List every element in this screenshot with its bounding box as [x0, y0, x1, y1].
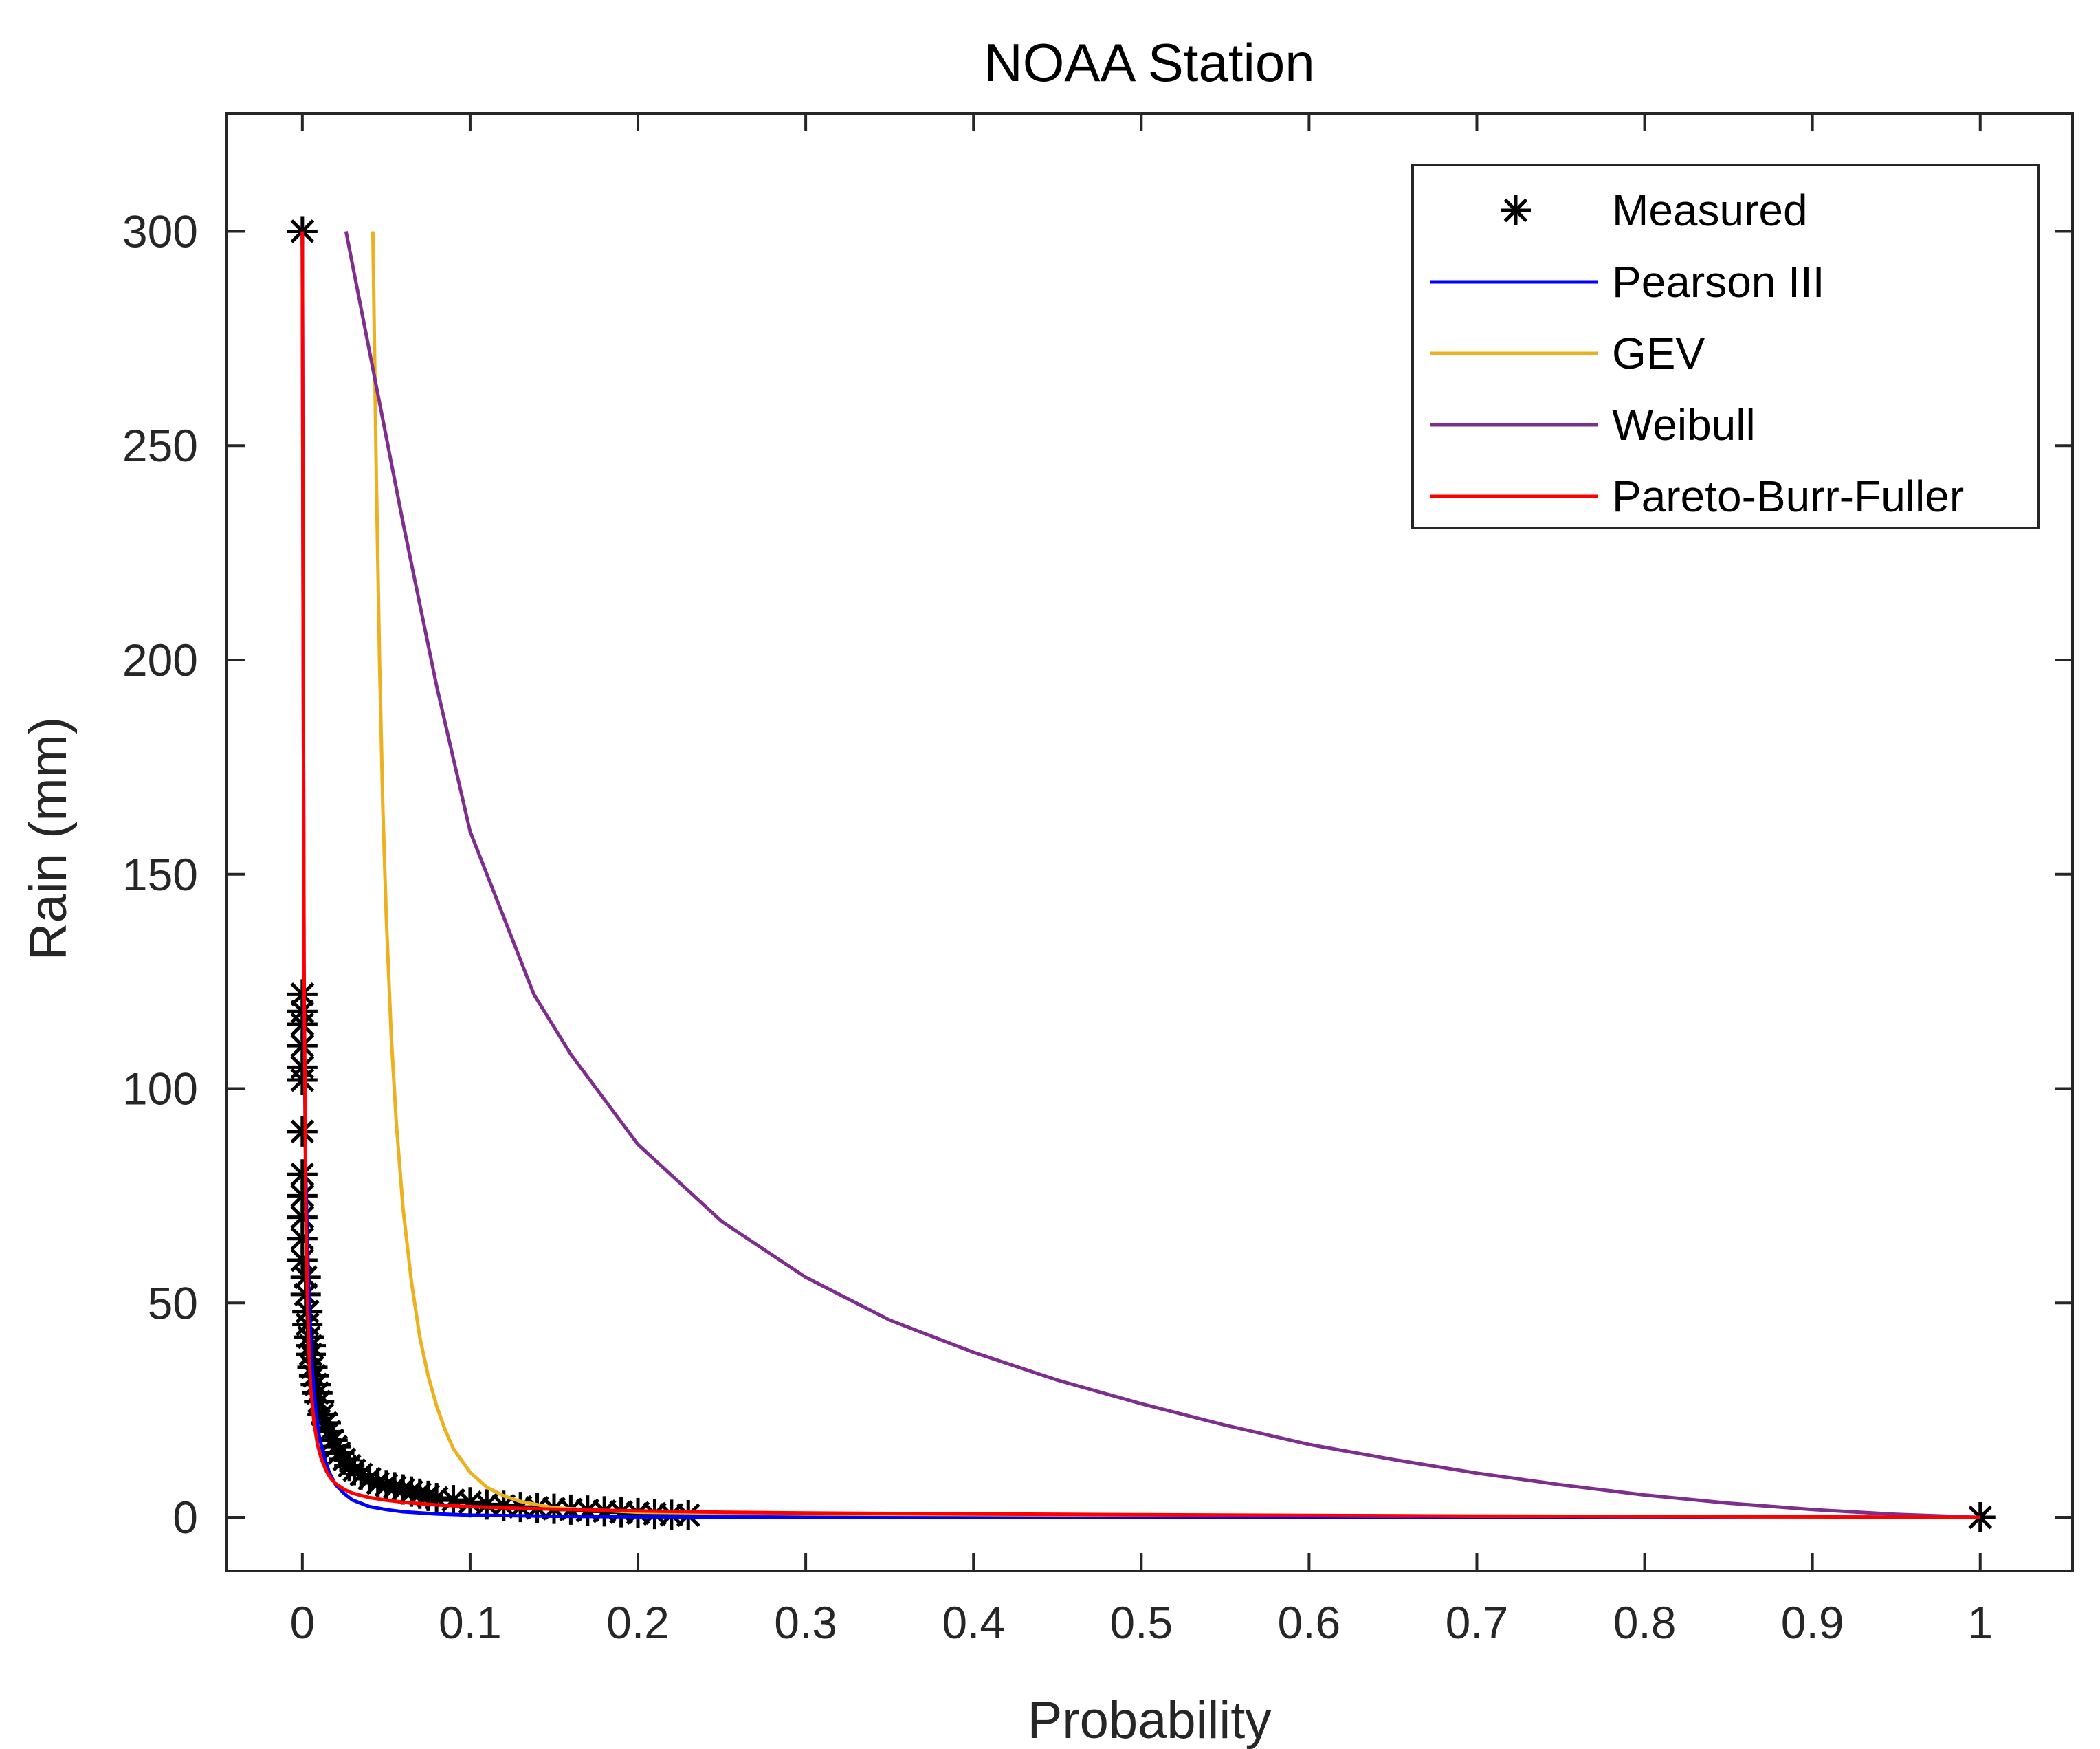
y-tick-label: 300 — [122, 206, 198, 256]
x-tick-label: 0.4 — [942, 1597, 1005, 1648]
data-point-measured — [287, 1065, 318, 1096]
data-point-measured-stroke — [290, 1012, 315, 1037]
data-point-measured — [287, 216, 318, 247]
data-point-measured — [673, 1499, 704, 1530]
x-tick-label: 1 — [1967, 1597, 1993, 1648]
y-tick-label: 50 — [148, 1277, 198, 1328]
legend-marker-measured — [1501, 195, 1531, 226]
legend: Measured Pearson III GEV Weibull Pareto-Burr… — [1411, 164, 2040, 529]
series-line-pareto-burr-fuller — [300, 231, 1980, 1519]
data-point-measured-stroke — [290, 219, 315, 243]
data-point-measured-stroke — [290, 1205, 315, 1229]
legend-label-weibull: Weibull — [1612, 400, 1756, 450]
x-tick-label: 0 — [289, 1597, 315, 1648]
x-tick-label: 0.5 — [1109, 1597, 1173, 1648]
chart-title: NOAA Station — [984, 32, 1314, 93]
x-tick-label: 0.7 — [1446, 1597, 1509, 1648]
data-point-measured-stroke — [290, 1068, 315, 1092]
plot-area: 0 0.1 0.2 0.3 0.4 0.5 0.6 0.7 0.8 0.9 1 0 50 100 150 20… — [122, 112, 2074, 1648]
data-point-measured-stroke — [290, 1226, 315, 1251]
legend-marker-measured-stroke — [1503, 198, 1528, 223]
data-point-measured-stroke — [676, 1503, 700, 1528]
y-tick-label: 100 — [122, 1064, 198, 1114]
x-tick-label: 0.1 — [439, 1597, 502, 1648]
legend-label-gev: GEV — [1612, 329, 1705, 378]
x-tick-label: 0.2 — [606, 1597, 670, 1648]
y-tick-label: 0 — [173, 1492, 198, 1543]
series-line-weibull — [344, 231, 1980, 1519]
x-tick-label: 0.8 — [1613, 1597, 1677, 1648]
y-tick-label: 250 — [122, 420, 198, 471]
axes-box — [225, 112, 2074, 1572]
data-point-measured — [287, 1116, 318, 1147]
data-point-measured-stroke — [290, 1119, 315, 1144]
x-tick-label: 0.3 — [774, 1597, 837, 1648]
x-tick-label: 0.6 — [1278, 1597, 1341, 1648]
x-tick-label: 0.9 — [1781, 1597, 1844, 1648]
data-point-measured-stroke — [290, 1033, 315, 1058]
data-point-measured-stroke — [290, 1184, 315, 1208]
legend-label-pearson-iii: Pearson III — [1612, 257, 1825, 307]
y-axis-title: Rain (mm) — [19, 717, 78, 961]
x-axis-title: Probability — [1028, 1691, 1272, 1749]
series-line-pearson-iii — [300, 231, 1980, 1519]
y-tick-label: 200 — [122, 635, 198, 685]
data-point-measured — [287, 1009, 318, 1040]
data-point-measured-stroke — [290, 1162, 315, 1187]
legend-label-measured: Measured — [1612, 186, 1808, 235]
y-tick-label: 150 — [122, 849, 198, 900]
legend-label-pareto-burr-fuller: Pareto-Burr-Fuller — [1612, 472, 1964, 521]
